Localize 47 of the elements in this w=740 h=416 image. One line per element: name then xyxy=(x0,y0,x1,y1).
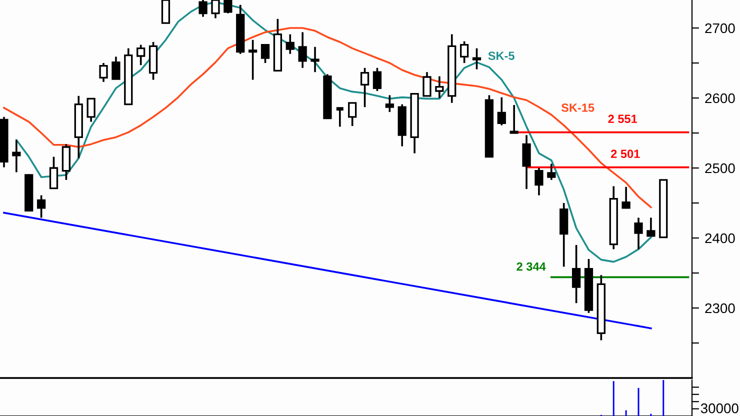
candlestick xyxy=(211,0,220,20)
candlestick xyxy=(646,216,656,237)
y-tick-label: 2600 xyxy=(705,93,735,104)
candlestick xyxy=(12,139,21,174)
candlestick xyxy=(112,56,120,80)
candlestick xyxy=(99,62,108,83)
line-series xyxy=(3,27,652,208)
candlestick xyxy=(372,66,382,92)
candlestick xyxy=(36,194,46,219)
candlestick xyxy=(360,66,370,108)
candlestick xyxy=(497,96,506,126)
candlestick xyxy=(260,44,270,64)
series-label: SK-5 xyxy=(488,52,514,60)
text: 30000 xyxy=(700,403,738,414)
candlestick xyxy=(198,0,208,18)
candlestick xyxy=(634,216,643,250)
candlestick xyxy=(472,47,482,70)
candlestick xyxy=(435,75,444,99)
candlestick xyxy=(460,40,469,64)
candlestick xyxy=(136,44,146,66)
candlestick xyxy=(572,244,581,304)
y-tick-label: 2500 xyxy=(705,163,735,174)
y-tick-label: 2700 xyxy=(705,23,735,34)
series-label: 2 344 xyxy=(516,262,546,271)
candlestick xyxy=(161,0,170,24)
candlestick xyxy=(224,0,232,14)
y-tick-label: 2400 xyxy=(705,233,735,244)
series-label: SK-15 xyxy=(561,103,594,112)
candlestick xyxy=(86,98,96,123)
candlestick xyxy=(286,33,294,55)
candlestick xyxy=(336,107,344,128)
candlestick xyxy=(49,156,58,190)
series-label: 2 501 xyxy=(611,150,640,158)
candlestick xyxy=(622,186,630,210)
candlestick xyxy=(547,162,556,181)
candlestick xyxy=(248,38,258,81)
candlestick xyxy=(522,134,531,190)
series-label: 2 551 xyxy=(608,114,638,124)
candlestick xyxy=(62,143,71,181)
candlestick xyxy=(385,94,394,113)
candlestick xyxy=(422,71,432,97)
candlestick xyxy=(534,167,544,196)
candlestick xyxy=(348,102,357,127)
candlestick xyxy=(310,46,320,74)
candlestick xyxy=(510,104,518,134)
y-tick-label: 2300 xyxy=(705,303,735,314)
candlestick xyxy=(298,31,307,69)
